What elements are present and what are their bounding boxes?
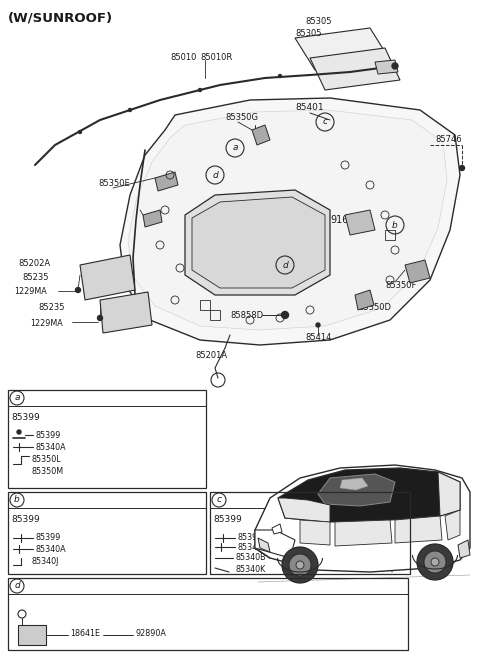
Text: 85401: 85401: [295, 103, 324, 113]
Polygon shape: [345, 210, 375, 235]
Text: 85340K: 85340K: [235, 566, 265, 575]
Polygon shape: [395, 516, 442, 543]
Circle shape: [278, 74, 281, 78]
Text: 92890A: 92890A: [135, 629, 166, 638]
Circle shape: [282, 547, 318, 583]
Text: 85350M: 85350M: [31, 467, 63, 475]
Circle shape: [75, 288, 81, 292]
Polygon shape: [18, 625, 46, 645]
Polygon shape: [272, 524, 282, 534]
Text: 85350F: 85350F: [385, 280, 416, 290]
Circle shape: [199, 88, 202, 91]
Text: 85350D: 85350D: [358, 304, 391, 312]
Text: c: c: [323, 117, 327, 127]
Circle shape: [392, 63, 398, 69]
Text: 85340J: 85340J: [31, 558, 59, 566]
Polygon shape: [405, 260, 430, 283]
Bar: [8, 390, 206, 488]
Polygon shape: [438, 472, 460, 516]
Circle shape: [316, 323, 320, 327]
Text: 85399: 85399: [35, 430, 60, 440]
Bar: [385, 230, 395, 240]
Circle shape: [17, 430, 21, 434]
Circle shape: [129, 109, 132, 111]
Text: 85858D: 85858D: [230, 310, 263, 320]
Text: 85399: 85399: [213, 516, 242, 524]
Polygon shape: [310, 48, 400, 90]
Text: 85399: 85399: [11, 516, 40, 524]
Text: 85235: 85235: [22, 274, 48, 282]
Polygon shape: [278, 468, 460, 522]
Text: 85746: 85746: [435, 135, 462, 145]
Polygon shape: [300, 520, 330, 545]
Text: c: c: [216, 495, 221, 505]
Text: a: a: [14, 394, 20, 402]
Text: d: d: [282, 261, 288, 269]
Text: 85350E: 85350E: [98, 178, 130, 188]
Text: 85235: 85235: [38, 304, 64, 312]
Polygon shape: [258, 538, 270, 552]
Polygon shape: [340, 478, 368, 490]
Text: 1229MA: 1229MA: [14, 288, 47, 296]
Circle shape: [296, 561, 304, 569]
Text: 85340B: 85340B: [235, 554, 265, 562]
Bar: [8, 578, 408, 650]
Polygon shape: [355, 290, 374, 310]
Text: 91630: 91630: [330, 215, 360, 225]
Circle shape: [79, 131, 82, 133]
Polygon shape: [185, 190, 330, 295]
Polygon shape: [252, 125, 270, 145]
Bar: [210, 310, 220, 320]
Circle shape: [459, 166, 465, 170]
Text: 85350L: 85350L: [31, 455, 60, 463]
Circle shape: [431, 558, 439, 566]
Text: 85305: 85305: [295, 29, 322, 38]
Text: d: d: [14, 581, 20, 591]
Text: 85340A: 85340A: [237, 542, 268, 552]
Polygon shape: [335, 520, 392, 546]
Polygon shape: [375, 60, 398, 74]
Text: 85340A: 85340A: [35, 442, 66, 452]
Polygon shape: [255, 530, 295, 558]
Bar: [200, 300, 210, 310]
Text: 85201A: 85201A: [195, 351, 227, 361]
Polygon shape: [278, 498, 330, 522]
Polygon shape: [295, 28, 390, 70]
Circle shape: [281, 312, 288, 318]
Polygon shape: [192, 197, 325, 288]
Text: 18641E: 18641E: [70, 629, 100, 638]
Bar: [210, 492, 410, 574]
Polygon shape: [143, 210, 162, 227]
Polygon shape: [128, 110, 447, 330]
Polygon shape: [318, 474, 395, 506]
Circle shape: [424, 551, 446, 573]
Text: 85202A: 85202A: [18, 259, 50, 267]
Text: b: b: [392, 221, 398, 229]
Text: 85399: 85399: [237, 534, 263, 542]
Text: 85399: 85399: [35, 534, 60, 542]
Polygon shape: [458, 540, 470, 558]
Polygon shape: [445, 510, 460, 540]
Circle shape: [417, 544, 453, 580]
Text: (W/SUNROOF): (W/SUNROOF): [8, 11, 113, 25]
Polygon shape: [80, 255, 135, 300]
Bar: [8, 492, 206, 574]
Polygon shape: [255, 465, 470, 572]
Text: d: d: [212, 170, 218, 180]
Text: 85350G: 85350G: [225, 113, 258, 123]
Text: 85010: 85010: [170, 52, 196, 62]
Polygon shape: [100, 292, 152, 333]
Circle shape: [97, 316, 103, 320]
Text: 85340A: 85340A: [35, 544, 66, 554]
Text: 1229MA: 1229MA: [30, 318, 63, 328]
Polygon shape: [120, 98, 460, 345]
Text: 85010R: 85010R: [200, 52, 232, 62]
Circle shape: [289, 554, 311, 576]
Text: b: b: [14, 495, 20, 505]
Text: a: a: [232, 143, 238, 152]
Text: 85305: 85305: [305, 17, 332, 27]
Polygon shape: [155, 172, 178, 191]
Text: 85399: 85399: [11, 414, 40, 422]
Text: 85414: 85414: [305, 333, 331, 343]
